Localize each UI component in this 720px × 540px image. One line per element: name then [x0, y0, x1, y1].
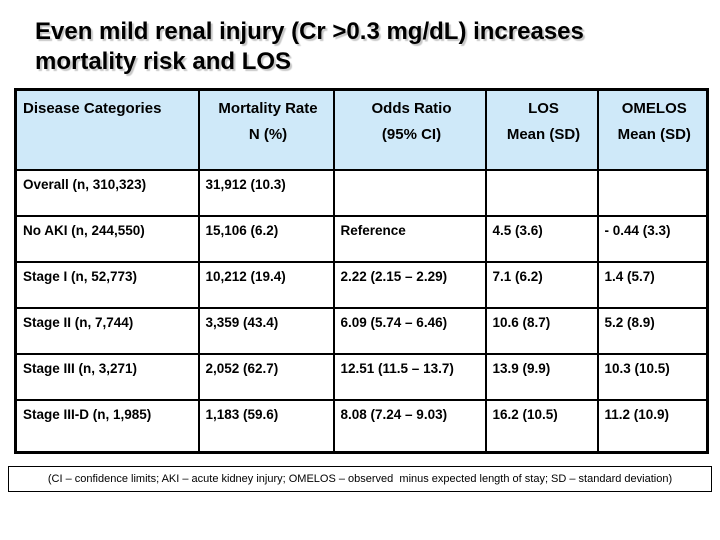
cell-odds-ratio: 8.08 (7.24 – 9.03): [332, 399, 487, 453]
page-title: Even mild renal injury (Cr >0.3 mg/dL) i…: [35, 17, 705, 77]
column-header-line: (95% CI): [381, 126, 442, 143]
cell-mortality-rate: 2,052 (62.7): [197, 353, 335, 401]
cell-mortality-rate: 3,359 (43.4): [197, 307, 335, 355]
column-header-odds-ratio: Odds Ratio (95% CI): [332, 88, 487, 171]
column-header-line: Mean (SD): [506, 126, 581, 143]
table-row-overall: Overall (n, 310,323) 31,912 (10.3): [14, 169, 709, 217]
cell-odds-ratio: [332, 169, 487, 217]
cell-mortality-rate: 31,912 (10.3): [197, 169, 335, 217]
cell-category: No AKI (n, 244,550): [14, 215, 200, 263]
cell-odds-ratio: 2.22 (2.15 – 2.29): [332, 261, 487, 309]
page-title-line1: Even mild renal injury (Cr >0.3 mg/dL) i…: [35, 18, 584, 45]
cell-omelos: [596, 169, 709, 217]
cell-category: Overall (n, 310,323): [14, 169, 200, 217]
page-title-line2: mortality risk and LOS: [35, 48, 292, 75]
cell-odds-ratio: 12.51 (11.5 – 13.7): [332, 353, 487, 401]
cell-los: 16.2 (10.5): [484, 399, 599, 453]
cell-omelos: 10.3 (10.5): [596, 353, 709, 401]
table-row-no-aki: No AKI (n, 244,550) 15,106 (6.2) Referen…: [14, 215, 709, 263]
column-header-line: Mean (SD): [617, 126, 691, 143]
cell-los: 10.6 (8.7): [484, 307, 599, 355]
cell-omelos: - 0.44 (3.3): [596, 215, 709, 263]
cell-odds-ratio: Reference: [332, 215, 487, 263]
footnote: (CI – confidence limits; AKI – acute kid…: [47, 472, 673, 485]
cell-los: 7.1 (6.2): [484, 261, 599, 309]
cell-category: Stage II (n, 7,744): [14, 307, 200, 355]
table-row-stage-1: Stage I (n, 52,773) 10,212 (19.4) 2.22 (…: [14, 261, 709, 309]
cell-mortality-rate: 15,106 (6.2): [197, 215, 335, 263]
column-header-mortality-rate: Mortality Rate N (%): [197, 88, 335, 171]
column-header-los: LOS Mean (SD): [484, 88, 599, 171]
cell-category: Stage III-D (n, 1,985): [14, 399, 200, 453]
column-header-omelos: OMELOS Mean (SD): [596, 88, 709, 171]
cell-omelos: 11.2 (10.9): [596, 399, 709, 453]
cell-los: [484, 169, 599, 217]
cell-odds-ratio: 6.09 (5.74 – 6.46): [332, 307, 487, 355]
table-row-stage-3d: Stage III-D (n, 1,985) 1,183 (59.6) 8.08…: [14, 399, 709, 453]
results-table: Disease Categories Mortality Rate N (%) …: [14, 88, 709, 454]
table-header-row: Disease Categories Mortality Rate N (%) …: [14, 88, 709, 171]
column-header-line: LOS: [528, 100, 559, 117]
cell-mortality-rate: 1,183 (59.6): [197, 399, 335, 453]
column-header-line: OMELOS: [621, 100, 687, 117]
cell-los: 4.5 (3.6): [484, 215, 599, 263]
column-header-line: N (%): [248, 126, 288, 143]
cell-los: 13.9 (9.9): [484, 353, 599, 401]
column-header-line: Odds Ratio: [371, 100, 452, 117]
cell-category: Stage III (n, 3,271): [14, 353, 200, 401]
cell-category: Stage I (n, 52,773): [14, 261, 200, 309]
cell-mortality-rate: 10,212 (19.4): [197, 261, 335, 309]
cell-omelos: 1.4 (5.7): [596, 261, 709, 309]
column-header-disease-categories: Disease Categories: [14, 88, 200, 171]
table-row-stage-3: Stage III (n, 3,271) 2,052 (62.7) 12.51 …: [14, 353, 709, 401]
footnote-box: (CI – confidence limits; AKI – acute kid…: [8, 466, 712, 492]
table-row-stage-2: Stage II (n, 7,744) 3,359 (43.4) 6.09 (5…: [14, 307, 709, 355]
column-header-line: Mortality Rate: [218, 100, 318, 117]
column-header-line: Disease Categories: [23, 100, 162, 117]
cell-omelos: 5.2 (8.9): [596, 307, 709, 355]
